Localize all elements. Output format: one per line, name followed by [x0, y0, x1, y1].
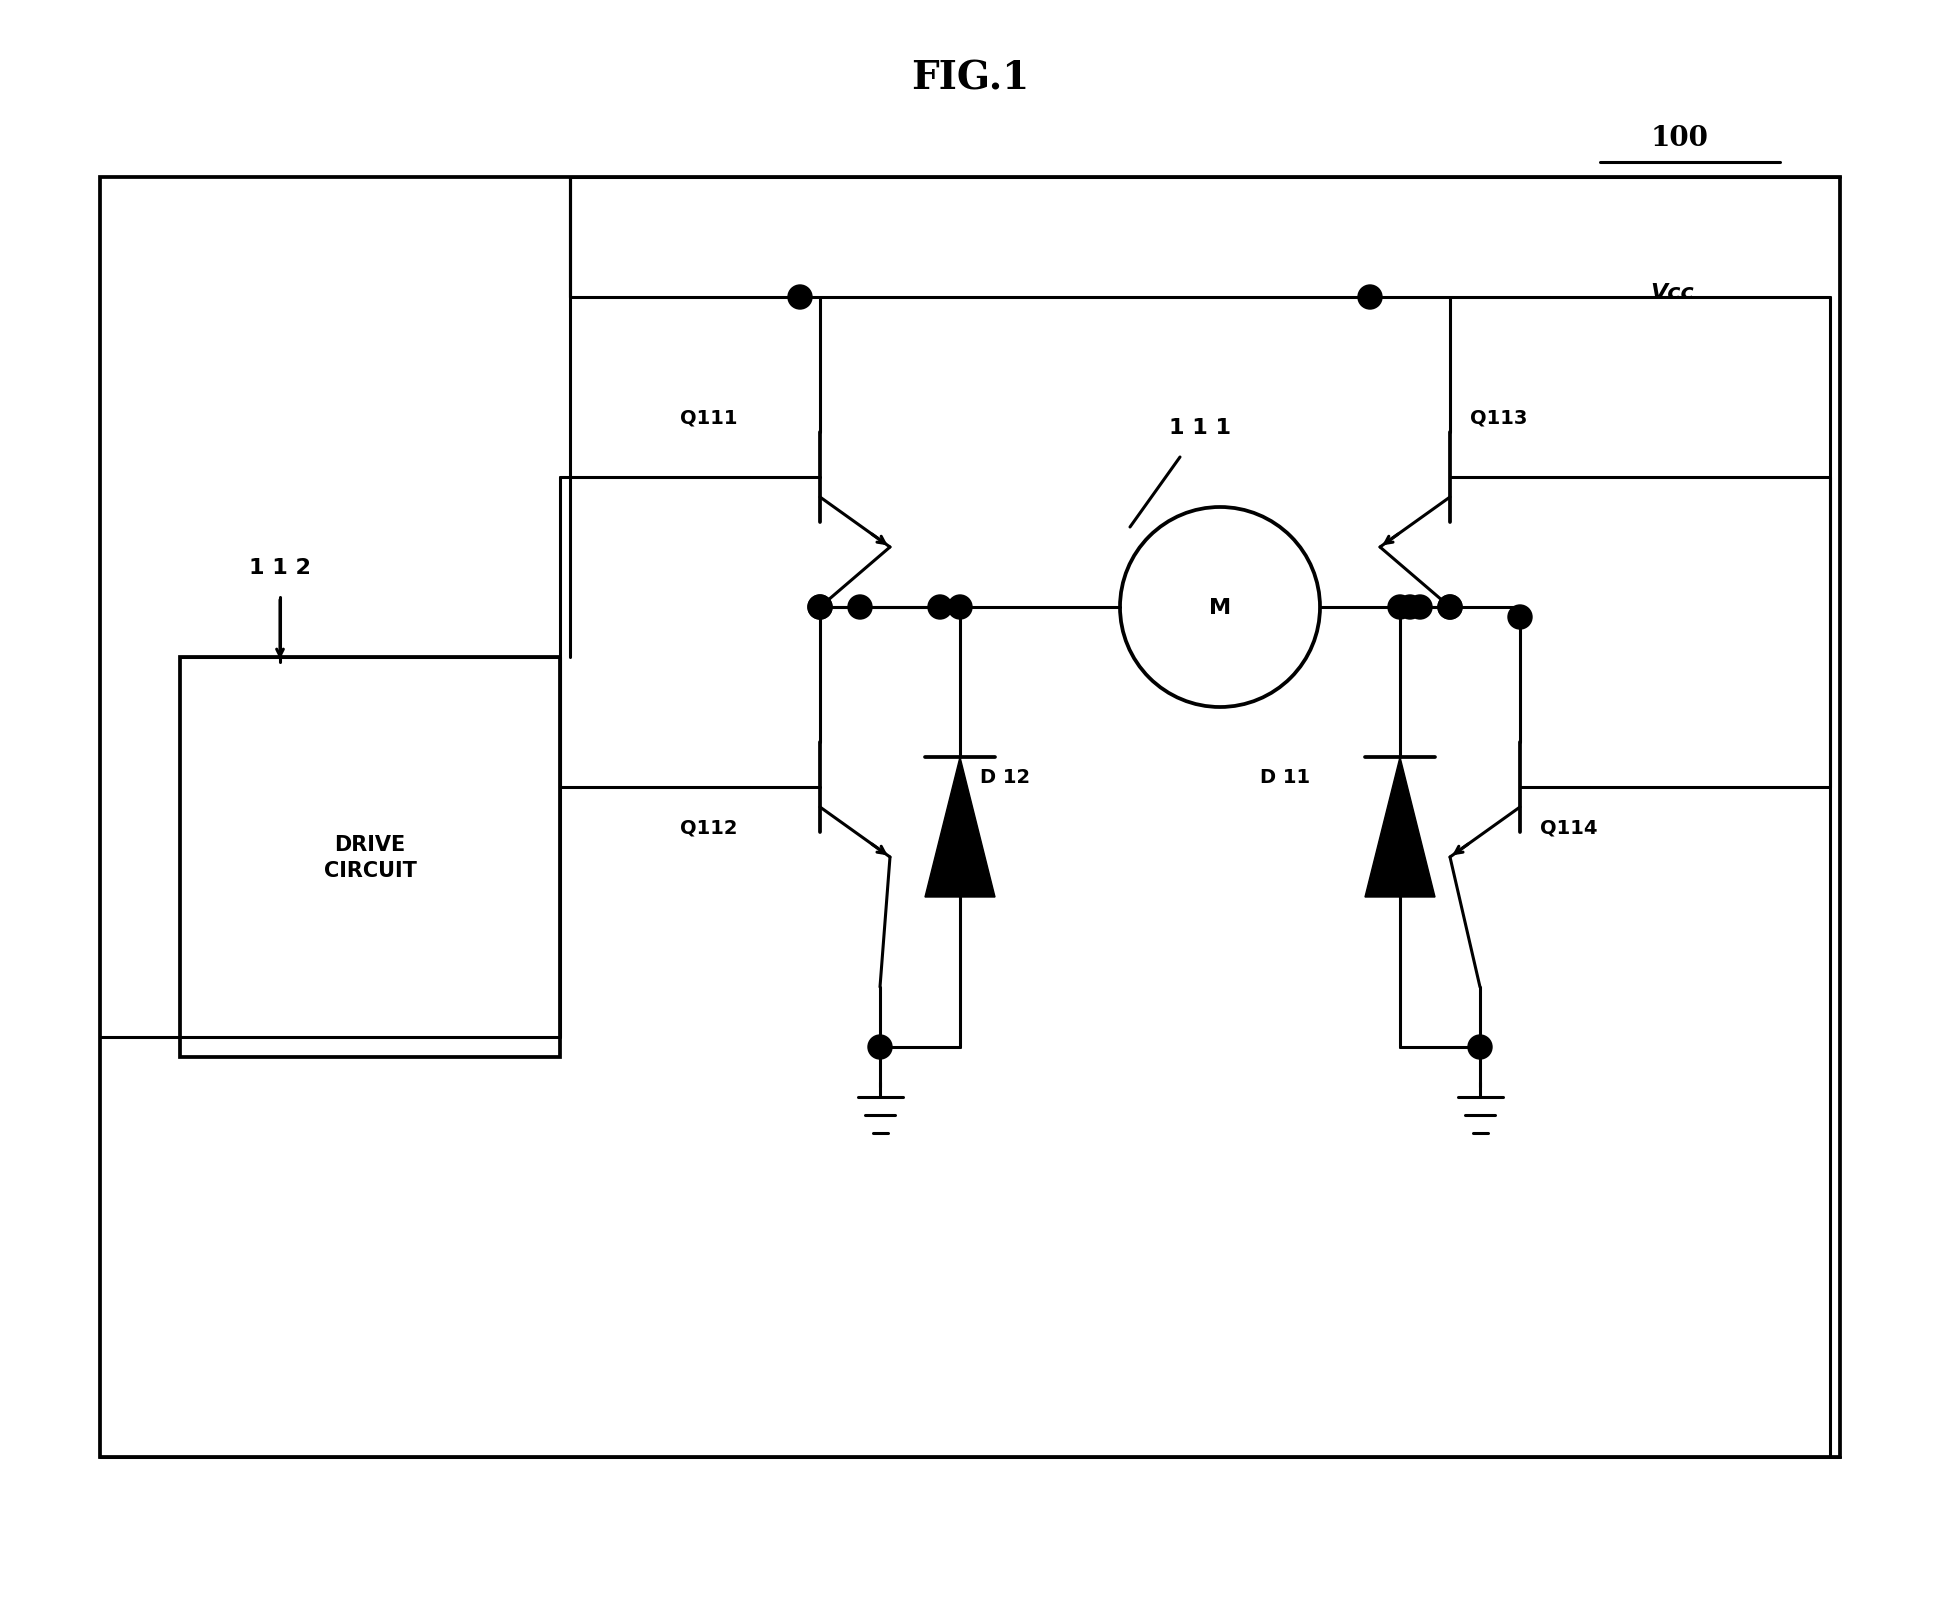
- Circle shape: [808, 596, 832, 620]
- Text: DRIVE
CIRCUIT: DRIVE CIRCUIT: [324, 834, 416, 881]
- Text: Q113: Q113: [1471, 408, 1527, 427]
- Circle shape: [1399, 596, 1422, 620]
- Bar: [181, 657, 560, 1057]
- Text: 1 1 2: 1 1 2: [249, 558, 311, 577]
- Text: Q114: Q114: [1541, 818, 1597, 837]
- Circle shape: [1438, 596, 1461, 620]
- Circle shape: [789, 286, 812, 310]
- Polygon shape: [1366, 757, 1436, 897]
- Circle shape: [1409, 596, 1432, 620]
- Polygon shape: [925, 757, 995, 897]
- Text: 1 1 1: 1 1 1: [1170, 418, 1232, 437]
- Text: D 12: D 12: [979, 768, 1030, 787]
- Circle shape: [1387, 596, 1413, 620]
- Bar: [99, 178, 1840, 1458]
- Circle shape: [948, 596, 972, 620]
- Text: Vcc: Vcc: [1650, 283, 1694, 302]
- Text: Q111: Q111: [680, 408, 738, 427]
- Circle shape: [929, 596, 952, 620]
- Circle shape: [869, 1035, 892, 1059]
- Text: FIG.1: FIG.1: [911, 59, 1030, 96]
- Text: M: M: [1209, 598, 1232, 617]
- Circle shape: [1438, 596, 1461, 620]
- Text: 100: 100: [1652, 124, 1710, 151]
- Text: Q112: Q112: [680, 818, 738, 837]
- Circle shape: [847, 596, 872, 620]
- Circle shape: [1358, 286, 1381, 310]
- Circle shape: [808, 596, 832, 620]
- Circle shape: [1469, 1035, 1492, 1059]
- Text: D 11: D 11: [1259, 768, 1310, 787]
- Circle shape: [1508, 606, 1531, 630]
